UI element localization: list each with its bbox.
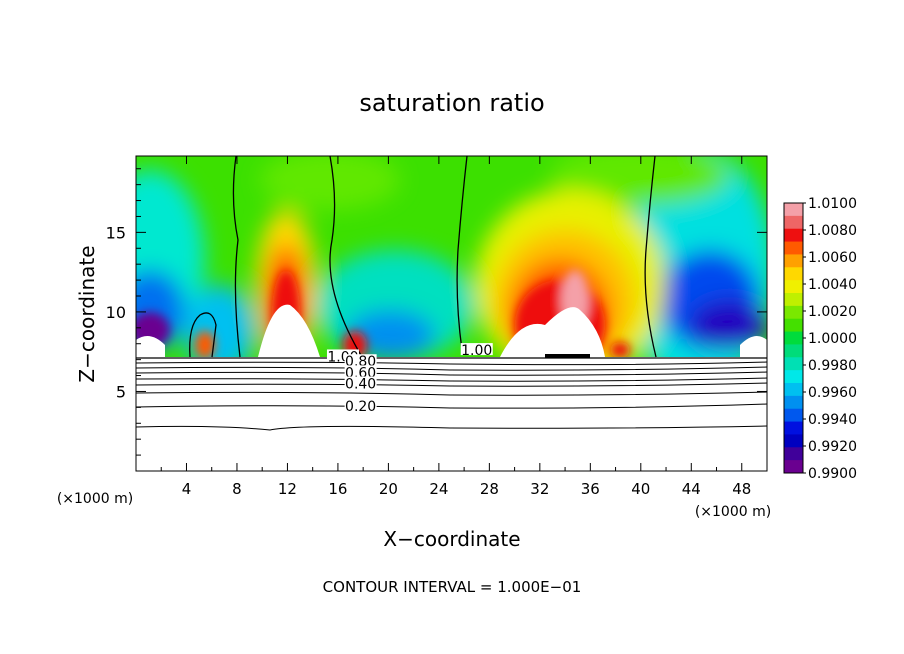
contour-label-bg bbox=[344, 376, 377, 389]
colorbar-swatch bbox=[784, 305, 803, 320]
chart-title: saturation ratio bbox=[359, 89, 544, 117]
colorbar-swatch bbox=[784, 447, 803, 461]
contour-label: 0.20 bbox=[345, 399, 376, 415]
colorbar-swatch bbox=[784, 460, 803, 474]
colorbar-swatch bbox=[784, 241, 803, 255]
x-axis-label: X−coordinate bbox=[383, 527, 520, 551]
contour-1.00-b bbox=[329, 156, 363, 358]
colorbar-swatch bbox=[784, 280, 803, 294]
colorbar-swatch bbox=[784, 357, 803, 371]
colorbar-swatch bbox=[784, 318, 803, 333]
colorbar-label: 1.0060 bbox=[808, 250, 857, 266]
colorbar-label: 0.9960 bbox=[808, 385, 857, 401]
contour-lines bbox=[136, 156, 767, 431]
colorbar bbox=[783, 202, 804, 474]
colorbar-swatch bbox=[784, 370, 803, 384]
colorbar-swatch bbox=[784, 254, 803, 268]
x-tick-label: 28 bbox=[480, 480, 499, 498]
contour-level-h bbox=[136, 425, 767, 431]
colorbar-swatch bbox=[784, 383, 803, 397]
colorbar-label: 1.0020 bbox=[808, 304, 857, 320]
contour-level-a bbox=[136, 361, 767, 366]
colorbar-swatch bbox=[784, 344, 803, 358]
x-tick-label: 20 bbox=[379, 480, 398, 498]
colorbar-label: 0.9980 bbox=[808, 358, 857, 374]
contour-level-f bbox=[136, 391, 767, 396]
contour-label-bg bbox=[344, 365, 377, 378]
contour-label-bg bbox=[460, 343, 493, 356]
contour-level-e bbox=[136, 382, 767, 387]
saturation-field bbox=[136, 156, 767, 471]
contour-level-b bbox=[136, 366, 767, 371]
contour-1.00-left-cell bbox=[189, 312, 217, 358]
colorbar-label: 1.0040 bbox=[808, 277, 857, 293]
colorbar-swatch bbox=[784, 267, 803, 281]
colorbar-label: 1.0100 bbox=[808, 196, 857, 212]
plot-area: 1.00 1.00 0.80 0.60 0.40 0.20 bbox=[136, 156, 767, 471]
contour-labels: 1.00 1.00 0.80 0.60 0.40 0.20 bbox=[326, 343, 493, 415]
colorbar-swatch bbox=[784, 395, 803, 410]
contour-label-bg bbox=[344, 354, 377, 367]
colorbar-swatch bbox=[784, 203, 803, 217]
x-tick-label: 8 bbox=[232, 480, 242, 498]
x-tick-label: 36 bbox=[581, 480, 600, 498]
x-tick-label: 44 bbox=[682, 480, 701, 498]
colorbar-swatch bbox=[784, 215, 803, 230]
contour-level-g bbox=[136, 403, 767, 409]
y-axis: 5 10 15 bbox=[106, 168, 767, 456]
colorbar-swatch bbox=[784, 331, 803, 345]
x-tick-label: 24 bbox=[429, 480, 448, 498]
contour-label-bg bbox=[344, 398, 377, 411]
colorbar-label: 0.9900 bbox=[808, 466, 857, 482]
colorbar-swatch bbox=[784, 228, 803, 243]
plot-frame bbox=[135, 155, 768, 472]
contour-interval-note: CONTOUR INTERVAL = 1.000E−01 bbox=[323, 578, 582, 596]
contour-1.00-d bbox=[644, 156, 657, 358]
colorbar-label: 0.9920 bbox=[808, 439, 857, 455]
contour-level-c bbox=[136, 371, 767, 376]
x-tick-label: 40 bbox=[631, 480, 650, 498]
y-tick-label: 5 bbox=[116, 382, 126, 401]
x-tick-label: 32 bbox=[530, 480, 549, 498]
y-tick-label: 10 bbox=[106, 303, 126, 322]
x-axis: 4 8 12 16 20 24 28 32 36 40 44 48 bbox=[160, 156, 751, 498]
contour-label: 1.00 bbox=[461, 343, 492, 359]
contour-level-d bbox=[136, 377, 767, 382]
colorbar-labels: 1.0100 1.0080 1.0060 1.0040 1.0020 1.0000 0.99… bbox=[803, 196, 857, 482]
contour-label: 0.40 bbox=[345, 377, 376, 393]
x-unit-right: (×1000 m) bbox=[695, 504, 771, 520]
x-tick-label: 16 bbox=[328, 480, 347, 498]
colorbar-label: 0.9940 bbox=[808, 412, 857, 428]
colorbar-label: 1.0000 bbox=[808, 331, 857, 347]
x-tick-label: 4 bbox=[182, 480, 192, 498]
contour-1.00-a bbox=[232, 156, 241, 358]
y-axis-label: Z−coordinate bbox=[75, 245, 99, 382]
x-tick-label: 48 bbox=[732, 480, 751, 498]
colorbar-swatch bbox=[784, 408, 803, 423]
colorbar-swatch bbox=[784, 421, 803, 435]
colorbar-label: 1.0080 bbox=[808, 223, 857, 239]
x-unit-left: (×1000 m) bbox=[57, 491, 133, 507]
x-tick-label: 12 bbox=[278, 480, 297, 498]
y-tick-label: 15 bbox=[106, 223, 126, 242]
contour-1.00-c bbox=[456, 156, 468, 351]
colorbar-swatch bbox=[784, 434, 803, 448]
colorbar-swatch bbox=[784, 293, 803, 307]
